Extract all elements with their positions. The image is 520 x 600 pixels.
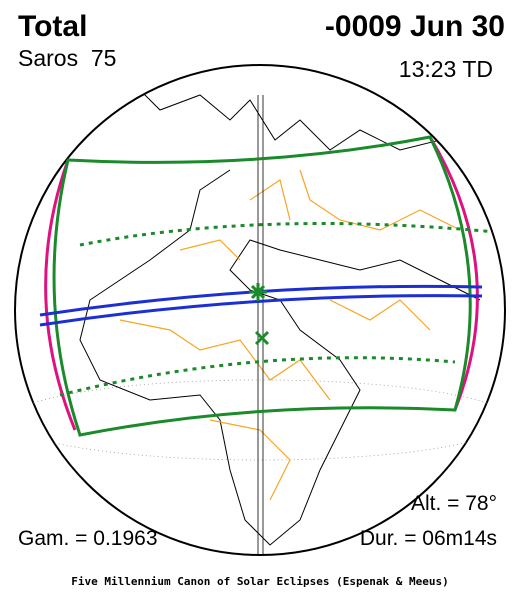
footer: Five Millennium Canon of Solar Eclipses … [71, 575, 449, 588]
penumbra-boundary [52, 135, 472, 437]
penumbra-southern-limit [59, 356, 456, 397]
altitude: Alt. = 78° [410, 492, 497, 515]
penumbra-limit-east [428, 136, 479, 411]
umbra-south-limit [39, 294, 483, 327]
equator [15, 379, 505, 461]
gamma: Gam. = 0.1963 [18, 527, 158, 550]
coastline-africa-europe [79, 169, 481, 546]
time: 13:23 TD [398, 56, 493, 82]
greatest-duration-cross [254, 330, 270, 346]
eclipse-date: -0009 Jun 30 [324, 10, 505, 43]
globe-outline [14, 64, 506, 556]
penumbra-northern-limit [79, 222, 496, 247]
duration: Dur. = 06m14s [359, 527, 497, 550]
greatest-eclipse-star [249, 283, 267, 301]
saros: Saros 75 [18, 45, 117, 71]
eclipse-type: Total [18, 10, 88, 43]
